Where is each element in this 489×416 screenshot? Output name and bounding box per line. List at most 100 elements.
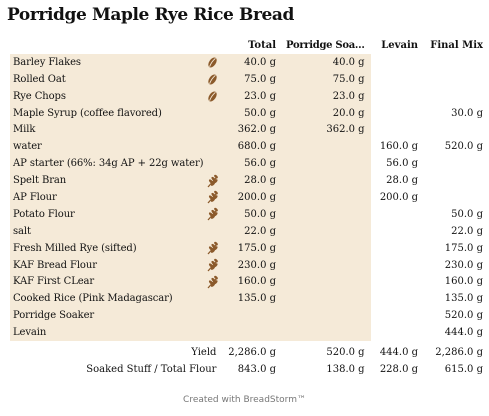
soaker-cell [282,256,371,274]
final-mix-cell: 175.0 g [424,239,489,257]
levain-cell [370,256,425,274]
ingredient-row[interactable]: Porridge Soaker 520.0 g [10,307,489,325]
ingredient-row[interactable]: Potato Flour 50.0 g 50.0 g [10,205,489,223]
soaker-cell [282,155,371,173]
soaker-cell [282,205,371,223]
soaker-cell [282,172,371,190]
soaker-cell: 23.0 g [282,87,371,105]
ingredient-row[interactable]: Milk 362.0 g 362.0 g [10,121,489,139]
ingredient-row[interactable]: Levain 444.0 g [10,324,489,342]
total-cell: 22.0 g [222,222,283,240]
wheat-icon [207,191,218,204]
ingredient-icon-cell [203,70,223,88]
final-mix-cell [424,189,489,206]
ingredient-name[interactable]: Levain [10,324,204,342]
ingredient-name[interactable]: Spelt Bran [10,172,204,190]
ingredient-row[interactable]: AP Flour 200.0 g 200.0 g [10,189,489,206]
header-levain[interactable]: Levain [381,39,419,51]
total-cell: 230.0 g [222,256,283,274]
header-icon [203,37,222,54]
summary-levain: 228.0 g [379,364,419,376]
ingredient-name[interactable]: Cooked Rice (Pink Madagascar) [10,290,204,308]
ingredient-icon-cell [203,155,223,173]
final-mix-cell [424,87,489,105]
total-cell: 40.0 g [222,53,283,71]
levain-cell [370,290,425,308]
wheat-icon [207,208,218,221]
ingredient-name[interactable]: Barley Flakes [10,53,204,71]
header-total[interactable]: Total [248,39,277,51]
levain-cell: 200.0 g [370,189,425,206]
ingredient-row[interactable]: salt 22.0 g 22.0 g [10,222,489,240]
ingredient-name[interactable]: Rye Chops [10,87,204,105]
ingredient-icon-cell [203,307,223,325]
summary-final-mix: 2,286.0 g [435,347,483,359]
ingredient-icon-cell [203,290,223,308]
summary-soaker: 138.0 g [326,364,365,376]
ingredient-icon-cell [203,138,223,156]
soaker-cell: 40.0 g [282,53,371,71]
wheat-icon [207,258,218,272]
levain-cell [370,121,425,139]
total-cell: 75.0 g [222,70,283,88]
total-cell: 50.0 g [222,104,283,122]
summary-final-mix: 615.0 g [444,364,483,376]
ingredient-row[interactable]: AP starter (66%: 34g AP + 22g water) 56.0… [10,155,489,173]
levain-cell [370,222,425,240]
ingredient-name[interactable]: Potato Flour [10,205,204,223]
ingredient-name[interactable]: Porridge Soaker [10,307,204,325]
ingredient-row[interactable]: Rye Chops 23.0 g 23.0 g [10,87,489,105]
wheat-icon [207,241,218,255]
ingredient-row[interactable]: Rolled Oat 75.0 g 75.0 g [10,70,489,88]
ingredient-row[interactable]: Maple Syrup (coffee flavored) 50.0 g 20.0 … [10,104,489,122]
ingredient-icon-cell [203,205,223,223]
final-mix-cell [424,172,489,190]
ingredient-row[interactable]: KAF Bread Flour 230.0 g 230.0 g [10,256,489,274]
ingredient-name[interactable]: Maple Syrup (coffee flavored) [10,104,204,122]
ingredient-row[interactable]: Fresh Milled Rye (sifted) 175.0 g 175.0 g [10,239,489,257]
final-mix-cell: 160.0 g [424,273,489,291]
ingredient-name[interactable]: Fresh Milled Rye (sifted) [10,239,204,257]
ingredient-name[interactable]: KAF Bread Flour [10,256,204,274]
ingredient-row[interactable]: Barley Flakes 40.0 g 40.0 g [10,53,489,71]
total-cell: 175.0 g [222,239,283,257]
final-mix-cell: 50.0 g [424,205,489,223]
ingredient-name[interactable]: water [10,138,204,156]
header-soaker[interactable]: Porridge Soa… [286,39,365,51]
ingredient-icon-cell [203,172,223,190]
recipe-table: Total Porridge Soa… Levain Final Mix Bar… [10,37,489,378]
final-mix-cell: 520.0 g [424,138,489,156]
summary-levain: 444.0 g [379,347,419,359]
ingredient-name[interactable]: Milk [10,121,204,139]
final-mix-cell [424,53,489,71]
wheat-icon [207,275,218,289]
ingredient-row[interactable]: water 680.0 g 160.0 g 520.0 g [10,138,489,156]
summary-total: 2,286.0 g [228,347,277,359]
ingredient-name[interactable]: salt [10,222,204,240]
levain-cell: 160.0 g [370,138,425,156]
total-cell: 362.0 g [222,121,283,139]
final-mix-cell: 444.0 g [424,324,489,342]
ingredient-name[interactable]: AP Flour [10,189,204,206]
ingredient-name[interactable]: Rolled Oat [10,70,204,88]
levain-cell: 28.0 g [370,172,425,190]
header-row: Total Porridge Soa… Levain Final Mix [10,37,489,54]
soaker-cell: 362.0 g [282,121,371,139]
total-cell: 56.0 g [222,155,283,173]
ingredient-name[interactable]: KAF First CLear [10,273,204,291]
levain-cell [370,87,425,105]
ingredient-row[interactable]: Spelt Bran 28.0 g 28.0 g [10,172,489,190]
ingredient-row[interactable]: Cooked Rice (Pink Madagascar) 135.0 g 135.… [10,290,489,308]
levain-cell [370,53,425,71]
header-final-mix[interactable]: Final Mix [430,39,483,51]
grain-icon [208,91,218,102]
total-cell: 23.0 g [222,87,283,105]
ingredient-name[interactable]: AP starter (66%: 34g AP + 22g water) [10,155,204,173]
ingredient-icon-cell [203,273,223,291]
soaker-cell [282,273,371,291]
footer-credit: Created with BreadStorm™ [183,395,306,405]
final-mix-cell: 230.0 g [424,256,489,274]
ingredient-icon-cell [203,53,223,71]
ingredient-icon-cell [203,87,223,105]
ingredient-row[interactable]: KAF First CLear 160.0 g 160.0 g [10,273,489,291]
